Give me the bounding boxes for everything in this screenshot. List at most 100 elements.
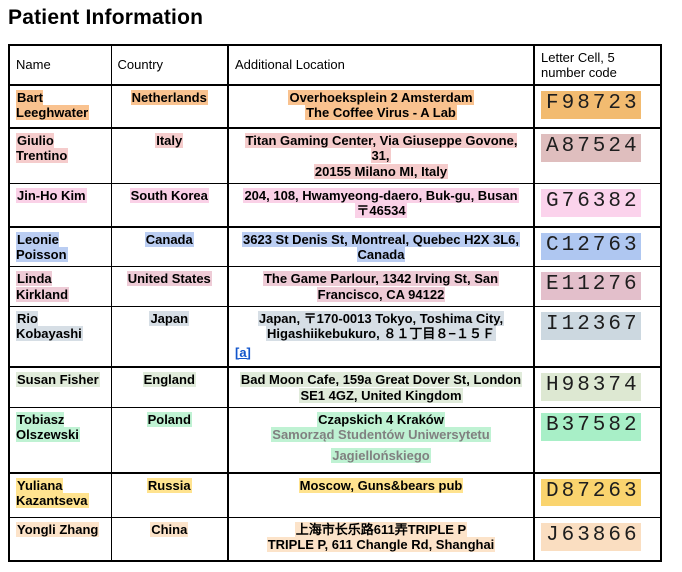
patient-name-cell: Giulio Trentino bbox=[8, 127, 112, 185]
code-cell: A87524 bbox=[533, 127, 662, 185]
code-cell: G76382 bbox=[533, 183, 662, 228]
table-row: Yuliana Kazantseva Russia Moscow, Guns&bea… bbox=[8, 472, 662, 519]
country-cell: Canada bbox=[110, 226, 229, 268]
country-label: Poland bbox=[146, 412, 192, 428]
table-row: Tobiasz Olszewski Poland Czapskich 4 Krakó… bbox=[8, 407, 662, 474]
letter-code: F98723 bbox=[541, 91, 641, 119]
address-text: Moscow, Guns&bears pub bbox=[298, 477, 464, 493]
letter-code: A87524 bbox=[541, 134, 641, 162]
address-line: The Coffee Virus - A Lab bbox=[235, 105, 527, 121]
country-label: China bbox=[150, 522, 189, 538]
address-cell: The Game Parlour, 1342 Irving St, San Fra… bbox=[227, 266, 535, 307]
letter-code: J63866 bbox=[541, 523, 641, 551]
country-cell: United States bbox=[110, 266, 229, 307]
country-label: South Korea bbox=[129, 188, 209, 204]
code-cell: B37582 bbox=[533, 407, 662, 474]
footnote: [a] bbox=[235, 345, 527, 360]
footnote-link[interactable]: [a] bbox=[235, 344, 251, 360]
table-row: Linda Kirkland United States The Game Parl… bbox=[8, 266, 662, 307]
address-text: 上海市长乐路611弄TRIPLE P bbox=[294, 522, 468, 538]
address-cell: Bad Moon Cafe, 159a Great Dover St, Lond… bbox=[227, 366, 535, 409]
patient-name: Yongli Zhang bbox=[16, 522, 100, 538]
code-cell: D87263 bbox=[533, 472, 662, 519]
letter-code: I12367 bbox=[541, 311, 641, 340]
country-label: Japan bbox=[149, 310, 190, 326]
address-secondary-text: Samorząd Studentów Uniwersytetu bbox=[271, 427, 491, 443]
address-text: SE1 4GZ, United Kingdom bbox=[299, 387, 463, 403]
patient-name: Leonie Poisson bbox=[16, 231, 68, 262]
code-cell: E11276 bbox=[533, 266, 662, 307]
table-row: Jin-Ho Kim South Korea 204, 108, Hwamyeong… bbox=[8, 183, 662, 228]
patient-name: Yuliana Kazantseva bbox=[16, 477, 89, 508]
table-row: Susan Fisher England Bad Moon Cafe, 159a G… bbox=[8, 366, 662, 409]
country-cell: South Korea bbox=[110, 183, 229, 228]
address-cell: Japan, 〒170-0013 Tokyo, Toshima City, Hig… bbox=[227, 305, 535, 369]
patient-name: Bart Leeghwater bbox=[16, 90, 90, 121]
patient-table-body: Bart Leeghwater Netherlands Overhoeksplein… bbox=[8, 84, 662, 562]
header-country: Country bbox=[110, 44, 229, 87]
code-cell: J63866 bbox=[533, 517, 662, 562]
header-row: Name Country Additional Location Letter … bbox=[8, 44, 662, 87]
code-cell: F98723 bbox=[533, 84, 662, 130]
address-line: 204, 108, Hwamyeong-daero, Buk-gu, Busan bbox=[235, 188, 527, 204]
address-text: Bad Moon Cafe, 159a Great Dover St, Lond… bbox=[239, 372, 523, 388]
address-line: Canada bbox=[235, 246, 527, 262]
letter-code: E11276 bbox=[541, 272, 641, 300]
patient-name: Jin-Ho Kim bbox=[16, 188, 87, 204]
letter-code: B37582 bbox=[541, 413, 641, 441]
address-line: Czapskich 4 Kraków bbox=[235, 412, 527, 428]
table-row: Rio Kobayashi Japan Japan, 〒170-0013 Tokyo… bbox=[8, 305, 662, 369]
patient-name-cell: Jin-Ho Kim bbox=[8, 183, 112, 228]
code-cell: C12763 bbox=[533, 226, 662, 268]
address-cell: Moscow, Guns&bears pub bbox=[227, 472, 535, 519]
patient-name-cell: Tobiasz Olszewski bbox=[8, 407, 112, 474]
patient-name-cell: Linda Kirkland bbox=[8, 266, 112, 307]
patient-name-cell: Yuliana Kazantseva bbox=[8, 472, 112, 519]
address-text: Higashiikebukuro, ８１丁目８−１５Ｆ bbox=[266, 326, 496, 342]
patient-name-cell: Rio Kobayashi bbox=[8, 305, 112, 369]
country-cell: Italy bbox=[110, 127, 229, 185]
country-label: England bbox=[142, 372, 196, 388]
address-text: Czapskich 4 Kraków bbox=[317, 412, 445, 428]
address-text: Francisco, CA 94122 bbox=[316, 286, 446, 302]
country-cell: Netherlands bbox=[110, 84, 229, 130]
address-line: Bad Moon Cafe, 159a Great Dover St, Lond… bbox=[235, 372, 527, 388]
letter-code: D87263 bbox=[541, 478, 641, 507]
header-name: Name bbox=[8, 44, 112, 87]
address-text: The Game Parlour, 1342 Irving St, San bbox=[262, 271, 500, 287]
country-label: Italy bbox=[155, 133, 184, 149]
patient-name-cell: Susan Fisher bbox=[8, 366, 112, 409]
country-label: Netherlands bbox=[130, 90, 208, 106]
table-row: Yongli Zhang China 上海市长乐路611弄TRIPLE P TRIPL… bbox=[8, 517, 662, 562]
address-line: Japan, 〒170-0013 Tokyo, Toshima City, bbox=[235, 310, 527, 326]
address-line: The Game Parlour, 1342 Irving St, San bbox=[235, 271, 527, 287]
header-additional-location: Additional Location bbox=[227, 44, 535, 87]
patient-name-cell: Leonie Poisson bbox=[8, 226, 112, 268]
address-text: Titan Gaming Center, Via Giuseppe Govone… bbox=[244, 133, 518, 164]
patient-name: Rio Kobayashi bbox=[16, 310, 83, 342]
address-text: Overhoeksplein 2 Amsterdam bbox=[288, 90, 474, 106]
address-cell: Overhoeksplein 2 Amsterdam The Coffee Vir… bbox=[227, 84, 535, 130]
address-line: SE1 4GZ, United Kingdom bbox=[235, 387, 527, 403]
code-cell: I12367 bbox=[533, 305, 662, 369]
table-row: Giulio Trentino Italy Titan Gaming Center,… bbox=[8, 127, 662, 185]
country-cell: Japan bbox=[110, 305, 229, 369]
letter-code: H98374 bbox=[541, 373, 641, 402]
country-cell: England bbox=[110, 366, 229, 409]
address-text: 〒46534 bbox=[355, 203, 407, 219]
patient-name: Susan Fisher bbox=[16, 372, 100, 388]
address-line: 上海市长乐路611弄TRIPLE P bbox=[235, 522, 527, 538]
page-title: Patient Information bbox=[8, 6, 204, 29]
address-line: Francisco, CA 94122 bbox=[235, 286, 527, 302]
country-cell: China bbox=[110, 517, 229, 562]
address-cell: Czapskich 4 Kraków Samorząd Studentów Uni… bbox=[227, 407, 535, 474]
address-cell: 3623 St Denis St, Montreal, Quebec H2X 3… bbox=[227, 226, 535, 268]
address-text: Canada bbox=[356, 246, 406, 262]
address-line: 20155 Milano MI, Italy bbox=[235, 163, 527, 179]
patient-name: Linda Kirkland bbox=[16, 271, 70, 302]
patient-name: Giulio Trentino bbox=[16, 133, 69, 164]
address-secondary-text: Jagiellońskiego bbox=[331, 447, 431, 463]
address-line: 〒46534 bbox=[235, 203, 527, 219]
country-cell: Poland bbox=[110, 407, 229, 474]
